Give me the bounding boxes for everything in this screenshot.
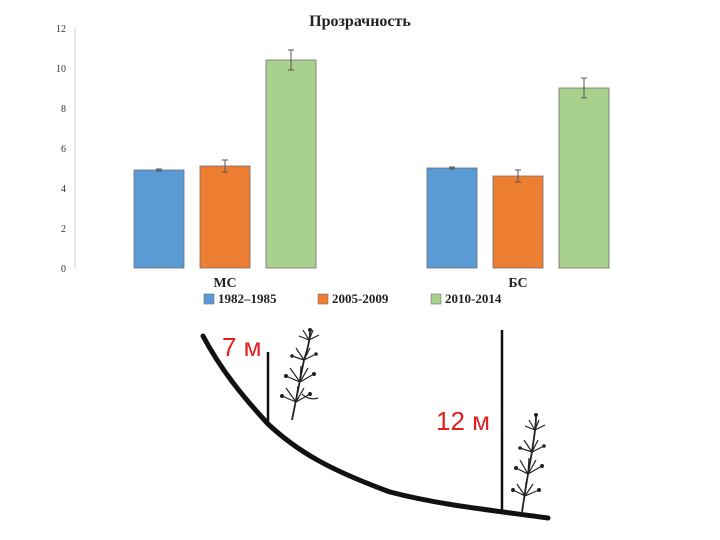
category-label: МС <box>213 276 236 291</box>
category-label: БС <box>508 276 527 291</box>
category-labels: МС БС <box>213 276 527 291</box>
bar <box>426 167 478 269</box>
bar <box>265 59 317 269</box>
legend-swatch <box>317 293 329 305</box>
y-tick-label: 8 <box>61 104 66 115</box>
y-tick-label: 10 <box>56 64 66 75</box>
bar <box>133 169 185 269</box>
y-tick-label: 12 <box>56 24 66 35</box>
y-axis-ticks: 0 2 4 6 8 10 12 <box>56 24 66 275</box>
legend-label: 1982–1985 <box>218 291 277 306</box>
y-tick-label: 0 <box>61 264 66 275</box>
legend-swatch <box>203 293 215 305</box>
lake-illustration: 7 м 12 м <box>200 328 551 521</box>
bars <box>133 49 610 269</box>
chart-title: Прозрачность <box>309 13 411 30</box>
y-tick-label: 6 <box>61 144 66 155</box>
bar <box>492 175 544 269</box>
aquatic-plant-icon <box>511 413 546 513</box>
bar <box>558 87 610 269</box>
legend-label: 2005-2009 <box>332 291 389 306</box>
lake-bottom-slope <box>200 333 551 521</box>
depth-label-7m: 7 м <box>222 332 262 362</box>
depth-label-12m: 12 м <box>436 406 490 436</box>
legend-swatch <box>430 293 442 305</box>
aquatic-plant-icon <box>280 328 320 421</box>
legend: 1982–1985 2005-2009 2010-2014 <box>203 291 502 306</box>
legend-label: 2010-2014 <box>445 291 502 306</box>
y-tick-label: 2 <box>61 224 66 235</box>
bar <box>199 165 251 269</box>
y-tick-label: 4 <box>61 184 66 195</box>
